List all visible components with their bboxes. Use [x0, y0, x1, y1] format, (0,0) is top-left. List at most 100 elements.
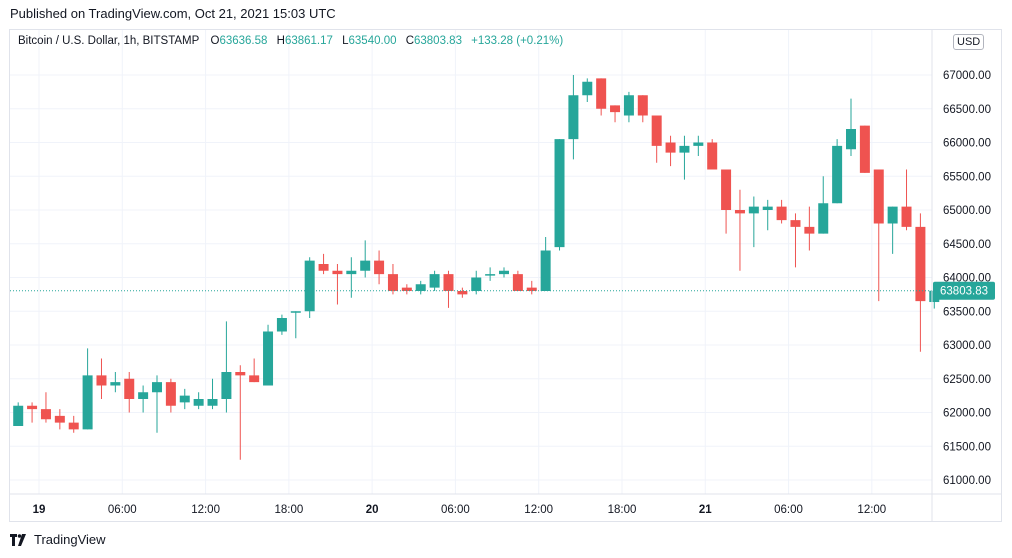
- candle-up: [540, 237, 551, 291]
- price-axis: 61000.00 61500.00 62000.00 62500.00 63000.00…: [931, 30, 991, 521]
- candle-body: [152, 382, 162, 393]
- price-tick-label: 61500.00: [943, 441, 991, 453]
- footer: TradingView: [10, 532, 106, 547]
- candle-up: [276, 314, 287, 335]
- candle-body: [27, 405, 38, 410]
- candle-down: [526, 280, 537, 295]
- candle-down: [374, 250, 385, 285]
- candle-body: [290, 311, 301, 313]
- candle-up: [485, 267, 496, 281]
- candle-body: [734, 210, 745, 214]
- candle-body: [679, 145, 690, 153]
- time-tick-label: 19: [33, 504, 46, 516]
- candle-up: [82, 348, 93, 430]
- candle-down: [249, 358, 260, 383]
- candle-body: [790, 220, 801, 227]
- candle-up: [110, 372, 121, 393]
- candle-up: [415, 280, 426, 295]
- close-value: 63803.83: [414, 35, 462, 47]
- candle-down: [54, 409, 65, 430]
- candle-down: [610, 105, 621, 123]
- candle-body: [665, 142, 676, 153]
- candle-down: [235, 365, 246, 460]
- candle-down: [332, 264, 343, 305]
- grid-lines: [10, 30, 932, 494]
- candle-body: [207, 399, 218, 406]
- time-tick-label: 12:00: [524, 504, 553, 516]
- candle-up: [832, 139, 843, 204]
- candle-body: [429, 274, 440, 288]
- candle-body: [221, 372, 232, 399]
- candle-body: [762, 206, 773, 210]
- candle-body: [610, 105, 621, 113]
- candle-up: [13, 402, 24, 426]
- candle-down: [707, 139, 718, 170]
- price-tick-label: 64500.00: [943, 239, 991, 251]
- candle-body: [485, 274, 496, 276]
- candle-body: [318, 264, 329, 271]
- candle-down: [457, 287, 468, 298]
- candle-body: [193, 399, 204, 406]
- candle-body: [693, 142, 704, 146]
- time-axis: 19 06:00 12:00 18:00 20 06:00 12:00 18:00 21 06:0…: [10, 493, 1001, 516]
- candle-up: [679, 135, 690, 180]
- price-tick-label: 62000.00: [943, 408, 991, 420]
- tradingview-logo-icon[interactable]: [10, 533, 28, 546]
- candle-up: [346, 257, 357, 298]
- candle-body: [512, 274, 523, 291]
- candle-body: [804, 226, 815, 234]
- price-tick-label: 67000.00: [943, 70, 991, 82]
- candle-up: [748, 196, 759, 248]
- candle-down: [915, 213, 926, 352]
- last-price-line: 63803.83: [10, 281, 995, 300]
- open-value: 63636.58: [219, 35, 268, 47]
- candle-up: [304, 257, 315, 318]
- time-tick-label: 06:00: [441, 504, 470, 516]
- high-label: H: [276, 35, 285, 47]
- candle-down: [901, 169, 912, 231]
- symbol-label[interactable]: Bitcoin / U.S. Dollar, 1h, BITSTAMP: [18, 35, 200, 47]
- candle-body: [443, 274, 454, 291]
- candle-body: [596, 78, 607, 109]
- candle-body: [235, 372, 246, 376]
- candle-down: [790, 213, 801, 268]
- brand-name[interactable]: TradingView: [34, 532, 106, 547]
- candle-up: [623, 91, 634, 123]
- candle-body: [387, 274, 398, 291]
- price-tick-label: 66500.00: [943, 104, 991, 116]
- candle-up: [193, 392, 204, 410]
- change-value: +133.28 (+0.21%): [471, 35, 564, 47]
- candle-body: [276, 318, 287, 332]
- candle-body: [13, 405, 24, 426]
- candle-down: [27, 402, 38, 423]
- time-tick-label: 21: [699, 504, 712, 516]
- candle-up: [499, 267, 509, 278]
- candle-body: [138, 392, 149, 399]
- candle-up: [568, 75, 579, 160]
- candle-body: [346, 270, 357, 275]
- candle-body: [582, 81, 593, 96]
- candle-body: [457, 291, 468, 295]
- price-tick-label: 64000.00: [943, 273, 991, 285]
- candle-down: [387, 264, 398, 295]
- candle-down: [665, 135, 676, 167]
- candle-down: [859, 125, 870, 173]
- candle-body: [707, 142, 718, 170]
- candle-down: [651, 115, 662, 163]
- time-tick-label: 20: [366, 504, 379, 516]
- price-tick-label: 65000.00: [943, 205, 991, 217]
- candle-up: [138, 385, 149, 413]
- time-tick-label: 06:00: [774, 504, 803, 516]
- price-tick-label: 66000.00: [943, 138, 991, 150]
- candle-body: [471, 277, 482, 291]
- candle-body: [499, 270, 509, 275]
- candle-body: [859, 125, 870, 173]
- currency-button[interactable]: USD: [953, 34, 985, 50]
- candle-up: [179, 388, 190, 410]
- price-tick-label: 61000.00: [943, 475, 991, 487]
- candle-down: [637, 95, 648, 123]
- candle-up: [887, 206, 898, 254]
- candle-body: [776, 206, 787, 221]
- candle-body: [332, 270, 343, 275]
